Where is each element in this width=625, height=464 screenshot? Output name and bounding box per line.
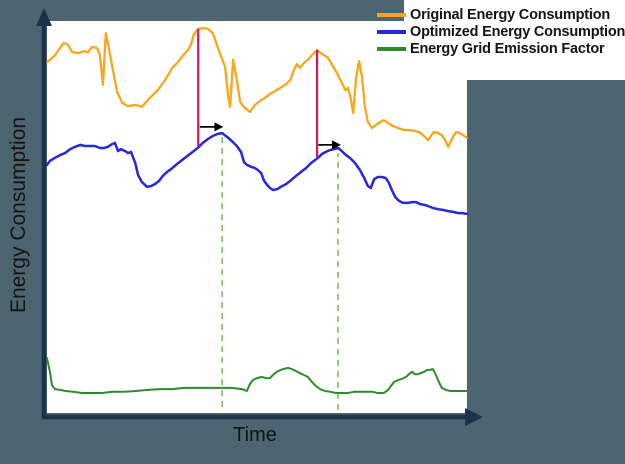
legend-label-emission: Energy Grid Emission Factor bbox=[410, 41, 605, 57]
series-line-original bbox=[45, 26, 469, 148]
x-axis-arrowhead-icon bbox=[465, 408, 483, 426]
legend-background bbox=[404, 0, 625, 80]
shift-arrow-head-icon-2 bbox=[332, 140, 341, 150]
series-line-emission bbox=[46, 357, 468, 394]
legend-label-original: Original Energy Consumption bbox=[410, 7, 611, 23]
legend-swatch-original-icon bbox=[377, 13, 406, 17]
legend-swatch-emission-icon bbox=[377, 47, 406, 51]
legend-item-emission: Energy Grid Emission Factor bbox=[377, 41, 625, 57]
shift-arrow-head-icon-1 bbox=[214, 122, 224, 132]
legend-swatch-optimized-icon bbox=[377, 30, 406, 34]
x-axis-label: Time bbox=[233, 424, 277, 446]
legend-item-original: Original Energy Consumption bbox=[377, 7, 625, 23]
y-axis-arrowhead-icon bbox=[36, 8, 52, 26]
legend-item-optimized: Optimized Energy Consumption bbox=[377, 24, 625, 40]
legend: Original Energy Consumption Optimized En… bbox=[377, 7, 625, 58]
y-axis-label: Energy Consumption bbox=[7, 116, 30, 314]
legend-label-optimized: Optimized Energy Consumption bbox=[410, 24, 625, 40]
series-line-optimized bbox=[45, 131, 469, 216]
